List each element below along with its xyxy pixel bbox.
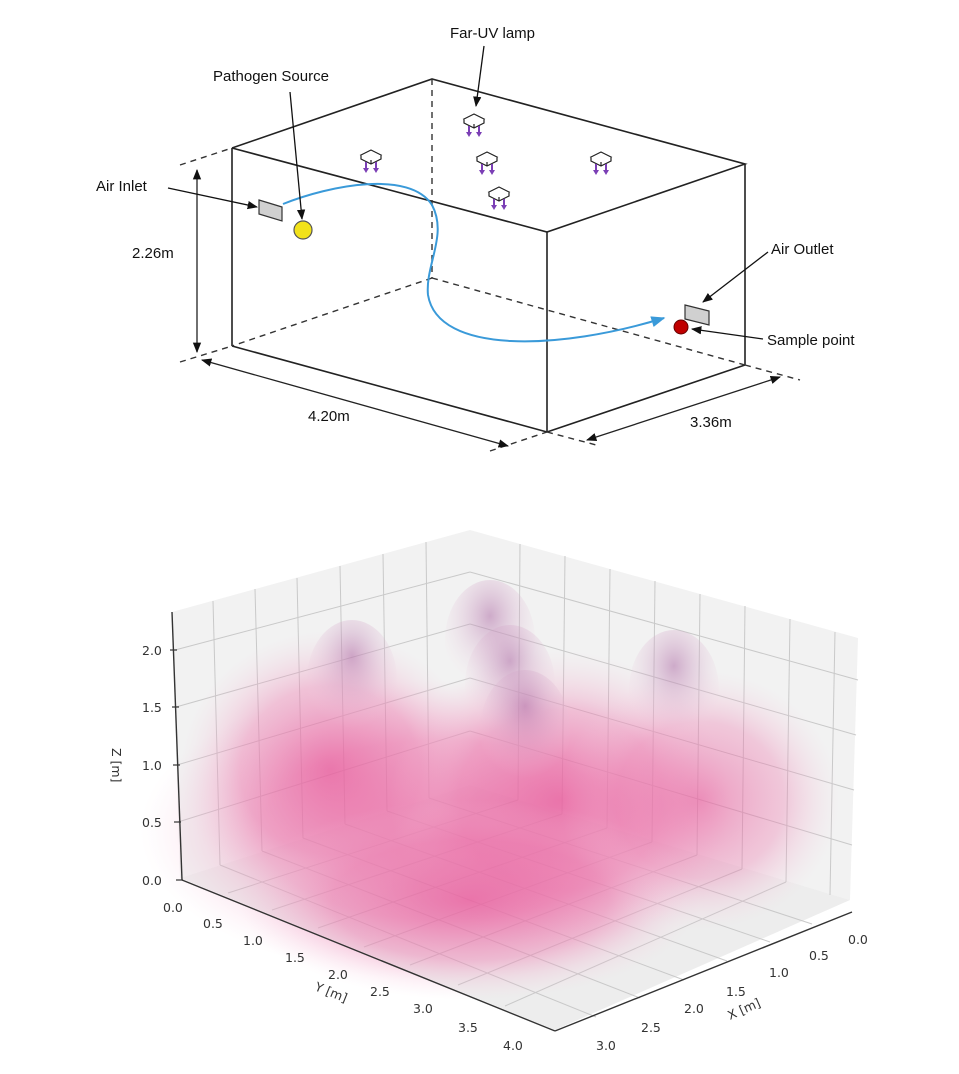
pathogen-source-label: Pathogen Source bbox=[213, 68, 329, 85]
lamp-cone bbox=[480, 670, 570, 790]
z-tick: 1.5 bbox=[142, 700, 162, 715]
width-label: 3.36m bbox=[690, 414, 732, 431]
z-tick: 0.5 bbox=[142, 815, 162, 830]
z-tick: 0.0 bbox=[142, 873, 162, 888]
y-tick: 3.0 bbox=[413, 1001, 433, 1016]
room-hidden-edges bbox=[179, 79, 801, 452]
height-label: 2.26m bbox=[132, 245, 174, 262]
z-axis-label: Z [m] bbox=[109, 748, 124, 782]
uv-lamp-icon bbox=[476, 151, 498, 176]
y-tick: 1.0 bbox=[243, 933, 263, 948]
x-tick: 3.0 bbox=[596, 1038, 616, 1053]
x-tick: 0.0 bbox=[848, 932, 868, 947]
airflow-path bbox=[282, 182, 666, 343]
pathogen-source-marker bbox=[293, 220, 313, 240]
uv-lamp-icon bbox=[463, 113, 485, 138]
uv-lamp-icon bbox=[360, 149, 382, 174]
uv-lamp-icon bbox=[590, 151, 612, 176]
x-tick: 0.5 bbox=[809, 948, 829, 963]
z-tick: 1.0 bbox=[142, 758, 162, 773]
x-tick: 1.0 bbox=[769, 965, 789, 980]
width-dimension-arrow bbox=[586, 375, 781, 442]
y-tick: 3.5 bbox=[458, 1020, 478, 1035]
room-box bbox=[231, 78, 748, 433]
sample-point-label: Sample point bbox=[767, 332, 855, 349]
air-inlet-vent bbox=[258, 199, 283, 222]
far-uv-lamp-label: Far-UV lamp bbox=[450, 25, 535, 42]
sample-point-marker bbox=[673, 319, 689, 335]
y-tick: 2.0 bbox=[328, 967, 348, 982]
length-label: 4.20m bbox=[308, 408, 350, 425]
y-tick: 2.5 bbox=[370, 984, 390, 999]
lamp-cone bbox=[307, 620, 397, 740]
lamp-cone bbox=[629, 630, 719, 750]
concentration-volume bbox=[140, 580, 840, 1000]
x-axis-label: X [m] bbox=[725, 995, 763, 1023]
x-tick: 2.0 bbox=[684, 1001, 704, 1016]
room-schematic: 2.26m 4.20m 3.36m Far-UV lamp Pathogen S… bbox=[96, 25, 855, 452]
air-outlet-label: Air Outlet bbox=[771, 241, 834, 258]
uv-lamp-icon bbox=[488, 186, 510, 211]
x-tick: 1.5 bbox=[726, 984, 746, 999]
x-tick: 2.5 bbox=[641, 1020, 661, 1035]
air-outlet-vent bbox=[684, 304, 710, 326]
concentration-3d-plot: 0.0 0.5 1.0 1.5 2.0 Z [m] 0.0 0.5 1.0 1.… bbox=[109, 530, 868, 1053]
z-tick: 2.0 bbox=[142, 643, 162, 658]
axes bbox=[171, 611, 853, 1032]
y-tick: 0.5 bbox=[203, 916, 223, 931]
length-dimension-arrow bbox=[200, 358, 510, 448]
y-tick: 1.5 bbox=[285, 950, 305, 965]
air-inlet-label: Air Inlet bbox=[96, 178, 148, 195]
y-tick: 4.0 bbox=[503, 1038, 523, 1053]
y-tick: 0.0 bbox=[163, 900, 183, 915]
